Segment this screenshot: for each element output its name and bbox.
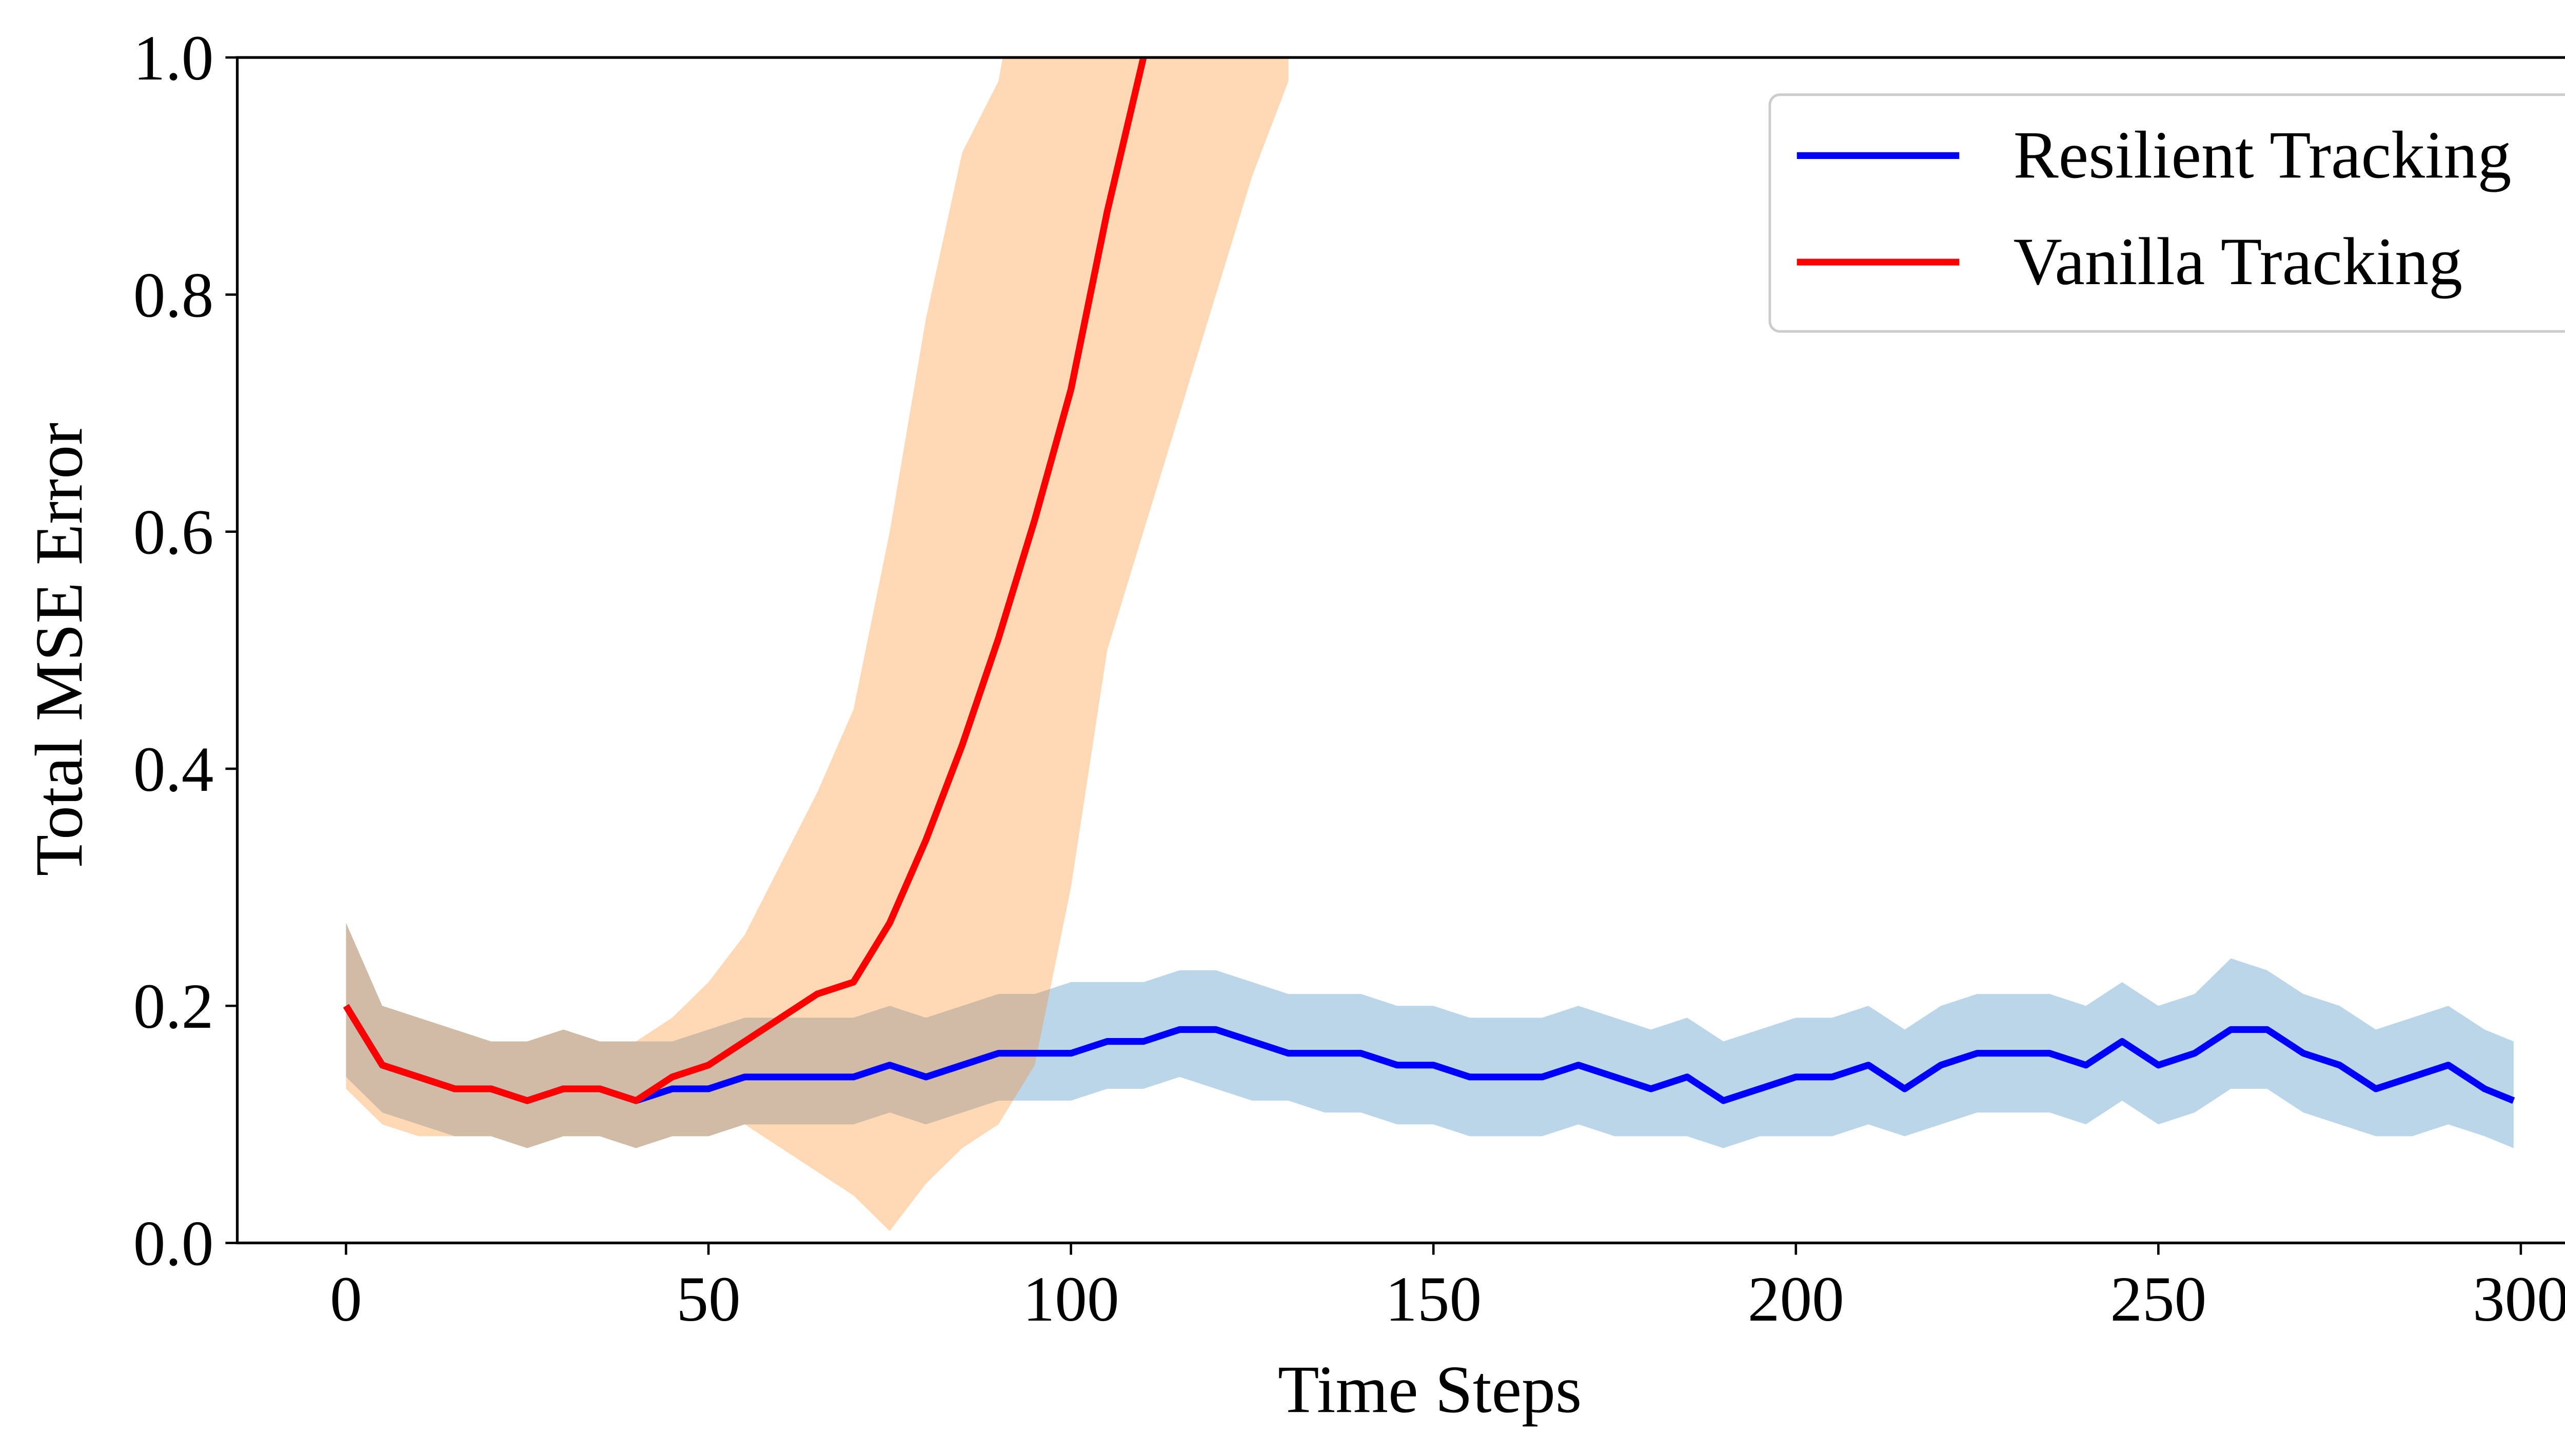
x-tick-label: 100 (1023, 1264, 1119, 1335)
x-tick-label: 150 (1385, 1264, 1482, 1335)
y-tick-label: 0.0 (133, 1208, 214, 1279)
plot-area (343, 57, 2515, 1231)
y-tick-label: 0.6 (133, 497, 214, 568)
legend-label: Vanilla Tracking (2014, 224, 2462, 299)
x-tick-label: 250 (2110, 1264, 2206, 1335)
series-line (343, 57, 1147, 1104)
y-axis-label: Total MSE Error (21, 423, 96, 876)
error-band (346, 57, 1289, 1231)
legend-label: Resilient Tracking (2014, 117, 2512, 192)
plot-frame (235, 56, 2565, 1245)
legend-box (1768, 93, 2565, 333)
error-band (346, 923, 2514, 1148)
x-axis-label: Time Steps (1278, 1351, 1582, 1427)
x-tick-label: 200 (1748, 1264, 1844, 1335)
y-tick-label: 0.2 (133, 971, 214, 1042)
y-tick-label: 0.4 (133, 734, 214, 805)
y-tick-label: 0.8 (133, 260, 214, 331)
x-tick-label: 300 (2473, 1264, 2565, 1335)
series-line (343, 1004, 2515, 1104)
x-tick-label: 0 (330, 1264, 362, 1335)
y-tick-label: 1.0 (133, 23, 214, 94)
x-tick-label: 50 (676, 1264, 740, 1335)
